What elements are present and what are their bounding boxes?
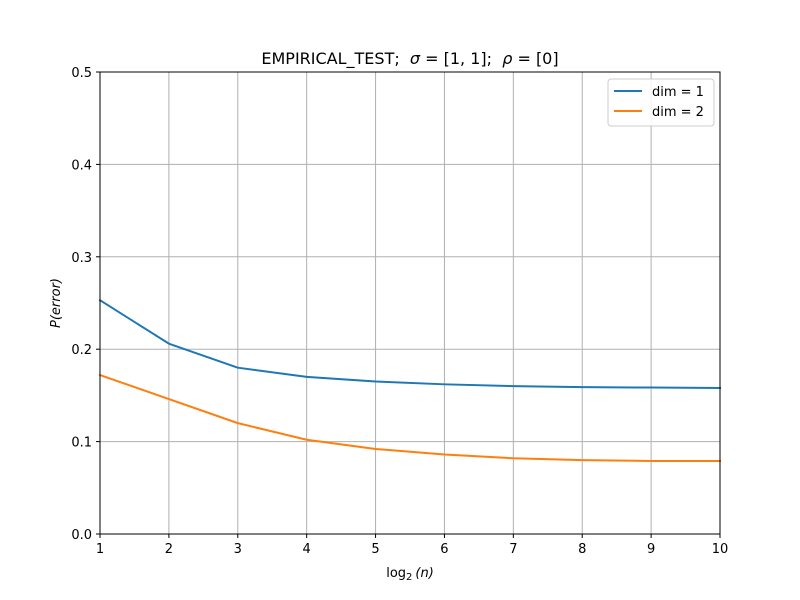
y-tick-label: 0.1	[71, 436, 92, 451]
series-line-dim2	[98, 373, 721, 463]
x-tick-label: 2	[165, 542, 173, 557]
y-tick-label: 0.5	[71, 66, 92, 81]
chart-title: EMPIRICAL_TEST; σ = [1, 1]; ρ = [0]	[261, 49, 558, 69]
series-layer	[98, 298, 722, 463]
x-tick-label: 7	[509, 542, 517, 557]
series-line-dim1	[98, 298, 722, 390]
y-axis-label: P(error)	[49, 278, 64, 328]
x-tick-label: 3	[234, 542, 242, 557]
y-tick-label: 0.2	[71, 343, 92, 358]
legend: dim = 1 dim = 2	[607, 78, 715, 127]
x-tick-label: 5	[371, 542, 379, 557]
x-tick-label: 10	[712, 542, 729, 557]
x-tick-label: 1	[96, 542, 104, 557]
axis-ticks: 1 2 3 4 5 6 7 8 9 10 0.0 0.1 0.2 0.3 0.4 0.5	[71, 66, 728, 557]
x-tick-label: 6	[440, 542, 448, 557]
y-tick-label: 0.3	[71, 251, 92, 266]
y-tick-label: 0.4	[71, 158, 92, 173]
legend-label-dim2: dim = 2	[652, 105, 704, 120]
y-tick-label: 0.0	[71, 528, 92, 543]
x-tick-label: 4	[303, 542, 311, 557]
x-tick-label: 8	[578, 542, 586, 557]
x-tick-label: 9	[647, 542, 655, 557]
x-axis-label: log2 (n)	[386, 566, 434, 583]
plot-frame	[99, 71, 721, 535]
grid	[99, 71, 721, 535]
legend-label-dim1: dim = 1	[652, 85, 704, 100]
